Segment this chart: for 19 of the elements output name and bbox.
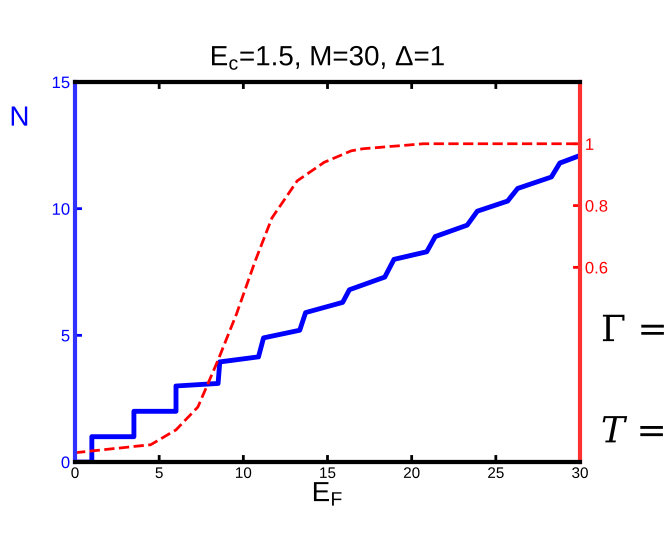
y-tick-label: 15 [52, 76, 70, 88]
y-axis-title: N [12, 106, 28, 126]
x-tick-label: 5 [156, 467, 163, 478]
x-tick-label: 30 [572, 467, 588, 478]
y-tick-label: 10 [52, 203, 70, 215]
y-tick-label: 5 [62, 330, 70, 342]
x-tick-label: 25 [488, 467, 504, 478]
text: Γ = [602, 314, 664, 342]
y2-tick-label: 0.6 [586, 262, 608, 274]
chart-title: E$_{c}$=1.5, M=30, Δ=1 [212, 46, 444, 70]
x-tick-label: 10 [236, 467, 252, 478]
x-tick-label: 15 [320, 467, 336, 478]
y-tick-label: 0 [62, 456, 70, 468]
x-axis-title: E$_{F}$ [314, 482, 342, 506]
y2-tick-label: 0.8 [586, 200, 608, 212]
x-tick-label: 20 [404, 467, 420, 478]
text: T = [602, 416, 663, 442]
y2-tick-label: 1 [586, 138, 594, 150]
x-tick-label: 0 [71, 467, 79, 478]
